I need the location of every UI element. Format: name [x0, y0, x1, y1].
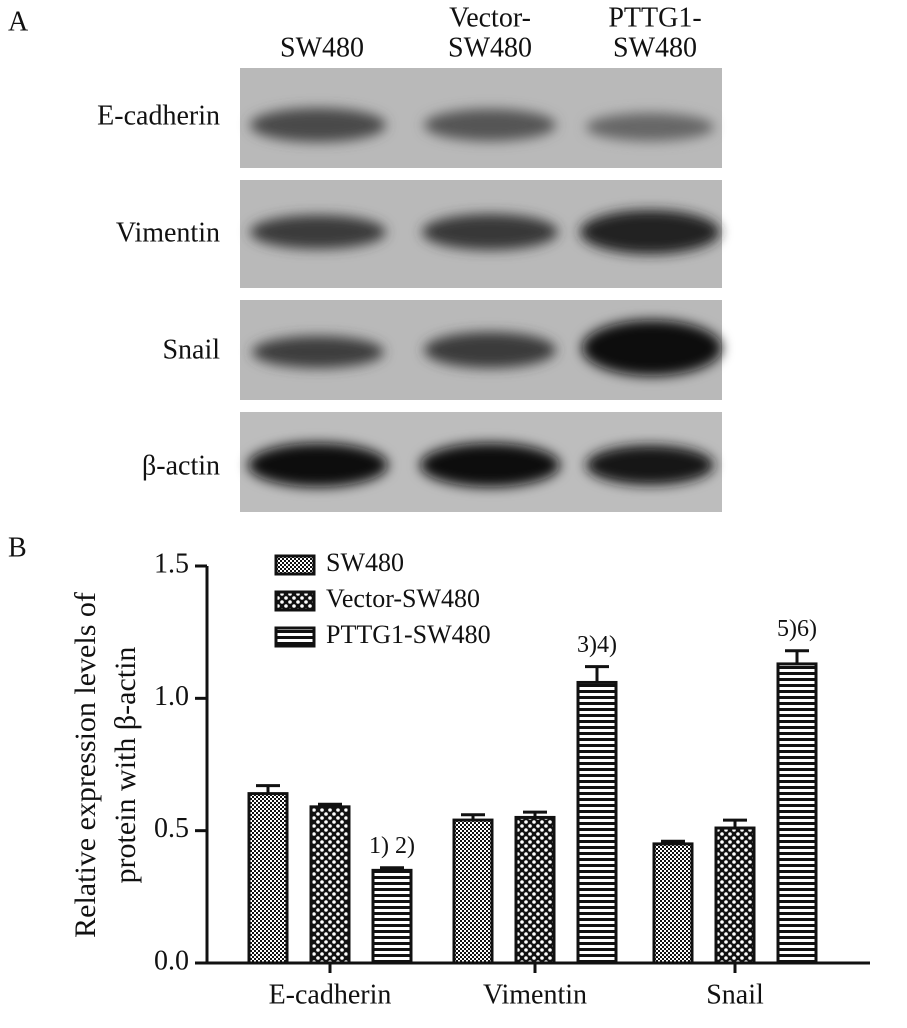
column-label: SW480	[280, 32, 364, 63]
bar-chart: B 0.0 0.5 1.0 1.5 Relative expression levels…	[8, 532, 870, 1010]
bar	[371, 868, 413, 965]
x-tick-label: Vimentin	[483, 979, 587, 1010]
bar	[514, 815, 556, 965]
panel-label: B	[8, 532, 27, 563]
row-label: Vimentin	[116, 217, 220, 248]
y-tick-label: 0.5	[154, 813, 189, 844]
column-label: PTTG1-	[608, 2, 701, 33]
row-label: β-actin	[142, 450, 220, 481]
y-axis-label: Relative expression levels of	[69, 592, 102, 938]
legend-label: Vector-SW480	[326, 584, 480, 613]
blot-bands	[250, 210, 720, 254]
annotation: 5)6)	[777, 616, 817, 642]
blot-bands	[252, 320, 722, 376]
legend-swatch	[274, 626, 316, 648]
x-tick-label: Snail	[706, 979, 764, 1010]
bar	[576, 680, 618, 965]
bar	[776, 662, 818, 965]
bar	[714, 826, 756, 965]
row-label: Snail	[162, 334, 220, 365]
legend-swatch	[274, 554, 316, 576]
column-label: Vector-	[449, 2, 531, 33]
blot-bands	[250, 108, 714, 142]
bar	[247, 792, 289, 965]
legend-swatch	[274, 590, 316, 612]
legend-label: PTTG1-SW480	[326, 620, 491, 649]
y-tick-label: 1.0	[154, 681, 189, 712]
column-label: SW480	[448, 32, 532, 63]
annotation: 3)4)	[577, 632, 617, 658]
panel-label: A	[8, 6, 29, 37]
annotation: 1) 2)	[369, 833, 415, 859]
x-tick-label: E-cadherin	[269, 979, 392, 1010]
bar	[452, 818, 494, 965]
blot-bands	[248, 443, 714, 487]
y-tick-label: 1.5	[154, 548, 189, 579]
bar	[652, 842, 694, 965]
legend-label: SW480	[326, 548, 404, 577]
row-label: E-cadherin	[97, 100, 220, 131]
y-axis-label: protein with β-actin	[109, 647, 142, 884]
y-tick-label: 0.0	[154, 945, 189, 976]
bar	[309, 805, 351, 965]
blot-panel: A SW480 Vector- SW480 PTTG1- SW480 E-cad…	[8, 2, 722, 512]
column-label: SW480	[613, 32, 697, 63]
